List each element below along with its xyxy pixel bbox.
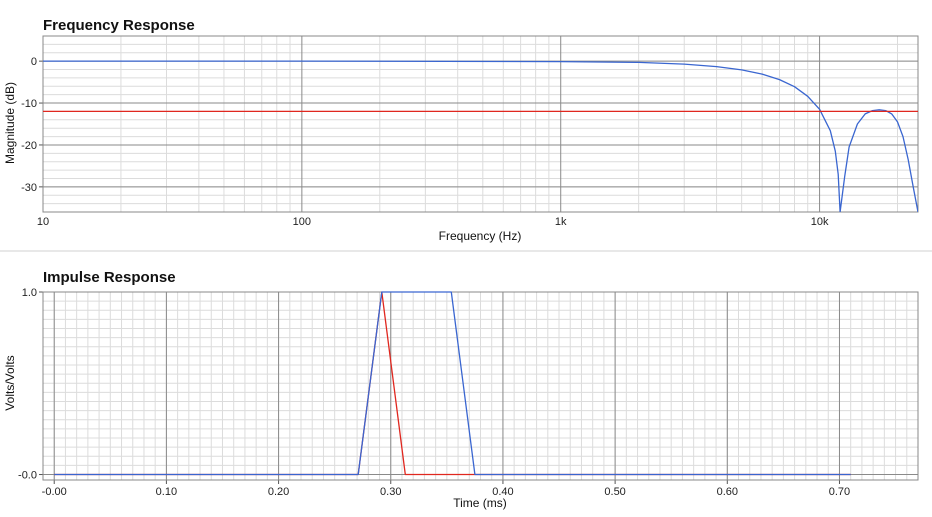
imp-x-tick-label: 0.20 <box>268 486 289 498</box>
freq-x-tick-label: 100 <box>293 216 311 228</box>
freq-plot-frame <box>42 35 919 213</box>
imp-x-tick-label: 0.10 <box>156 486 177 498</box>
imp-plot-frame <box>42 291 919 481</box>
imp-x-tick-label: 0.40 <box>492 486 513 498</box>
imp-x-tick-label: 0.60 <box>717 486 738 498</box>
freq-x-tick-label: 10k <box>811 216 829 228</box>
imp-x-tick-label: 0.50 <box>604 486 625 498</box>
freq-y-tick-label: 0 <box>31 56 37 68</box>
imp-x-tick-label: 0.70 <box>829 486 850 498</box>
frequency-response-plot: 10 100 1k 10k 0 -10 -20 -30 <box>21 35 919 228</box>
magnitude-curve <box>43 60 918 212</box>
frequency-response-xlabel: Frequency (Hz) <box>439 229 522 243</box>
impulse-response-xlabel: Time (ms) <box>453 496 507 510</box>
imp-x-tick-label: 0.30 <box>380 486 401 498</box>
freq-y-tick-label: -20 <box>21 140 37 152</box>
imp-y-tick-label: -0.0 <box>18 470 37 482</box>
frequency-response-ylabel: Magnitude (dB) <box>3 82 17 164</box>
imp-x-tick-label: -0.00 <box>42 486 67 498</box>
freq-x-tick-label: 1k <box>555 216 567 228</box>
impulse-response-ylabel: Volts/Volts <box>3 355 17 410</box>
impulse-response-title: Impulse Response <box>43 269 176 286</box>
imp-y-tick-label: 1.0 <box>22 287 37 299</box>
impulse-blue-curve <box>54 291 851 476</box>
freq-y-tick-label: -10 <box>21 98 37 110</box>
freq-y-tick-label: -30 <box>21 182 37 194</box>
freq-x-tick-label: 10 <box>37 216 49 228</box>
impulse-response-plot: -0.00 0.10 0.20 0.30 0.40 0.50 0.60 0.70 1.0 -0.0 <box>18 287 919 498</box>
frequency-response-title: Frequency Response <box>43 17 195 34</box>
